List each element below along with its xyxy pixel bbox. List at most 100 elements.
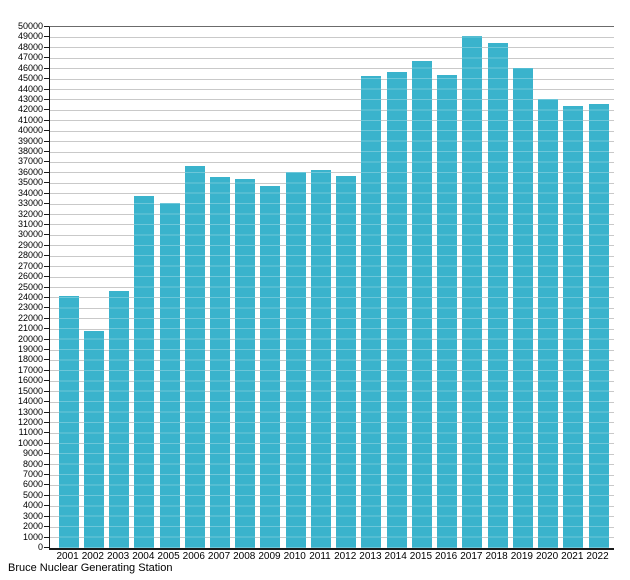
gridline [50,109,614,111]
bar-2002 [83,331,104,548]
gridline [50,224,614,226]
gridline [50,214,614,216]
y-tick-label: 47000 [17,52,43,63]
y-tick-label: 14000 [17,396,43,407]
gridline [50,287,614,288]
bar-slot [132,27,157,548]
y-tick [44,307,49,309]
y-tick-label: 34000 [17,187,43,198]
y-tick-label: 4000 [22,500,43,511]
gridline [50,318,614,320]
gridline [50,339,614,341]
bar-2019 [512,67,533,548]
gridline [50,401,614,403]
bar-2020 [538,98,559,548]
bar-2001 [58,295,79,548]
bar-slot [106,27,131,548]
y-tick [44,213,49,215]
bar-2021 [563,106,584,548]
gridline [50,276,614,278]
gridline [50,495,614,497]
gridline [50,474,614,476]
y-tick [44,432,49,434]
y-tick-label: 49000 [17,31,43,42]
bar-slot [157,27,182,548]
gridline [50,370,614,372]
gridline [50,141,614,143]
y-tick [44,234,49,236]
bar-2005 [159,203,180,548]
y-tick-label: 44000 [17,83,43,94]
x-tick-label: 2014 [384,551,407,562]
x-tick-label: 2005 [157,551,180,562]
y-tick [44,78,49,80]
y-tick-label: 28000 [17,250,43,261]
bar-2010 [285,171,306,548]
y-tick-label: 22000 [17,312,43,323]
gridline [50,453,614,455]
y-tick [44,536,49,538]
y-tick-label: 39000 [17,135,43,146]
y-tick-label: 2000 [22,521,43,532]
y-tick [44,442,49,444]
y-tick [44,349,49,351]
gridline [50,78,614,80]
y-tick [44,421,49,423]
bar-2009 [260,186,281,548]
bar-slot [258,27,283,548]
y-tick [44,119,49,121]
y-tick-label: 41000 [17,114,43,125]
y-tick [44,338,49,340]
gridline [50,161,614,163]
gridline [50,537,614,539]
gridline [50,266,614,268]
y-tick [44,515,49,517]
y-tick-label: 40000 [17,125,43,136]
gridline [50,245,614,247]
y-tick-label: 7000 [22,469,43,480]
y-tick [44,161,49,163]
bar-2007 [210,177,231,548]
y-tick-label: 8000 [22,458,43,469]
bar-slot [283,27,308,548]
gridline [50,151,614,153]
y-tick [44,547,49,548]
gridline [50,47,614,49]
y-tick-label: 30000 [17,229,43,240]
bar-slot [485,27,510,548]
y-tick [44,411,49,413]
bar-slot [535,27,560,548]
y-tick [44,463,49,465]
y-tick-label: 5000 [22,489,43,500]
x-tick-label: 2002 [81,551,104,562]
y-tick-label: 0 [37,542,43,552]
y-tick [44,109,49,111]
gridline [50,443,614,445]
x-tick-label: 2004 [132,551,155,562]
bar-2003 [109,290,130,548]
x-tick-label: 2019 [510,551,533,562]
x-axis-labels: 2001 2002 2003 2004 2005 2006 2007 2008 2009 2010… [49,551,613,562]
y-tick [44,380,49,382]
plot-area [49,26,614,550]
y-tick [44,223,49,225]
gridlines [50,27,614,548]
gridline [50,36,614,38]
x-tick-label: 2013 [359,551,382,562]
gridline [50,172,614,174]
y-tick [44,390,49,392]
gridline [50,57,614,59]
gridline [50,484,614,486]
gridline [50,203,614,205]
gridline [50,380,614,382]
gridline [50,526,614,528]
gridline [50,182,614,184]
bars-row [50,27,614,548]
gridline [50,432,614,434]
y-tick-label: 6000 [22,479,43,490]
y-tick-label: 11000 [18,427,43,438]
y-tick [44,130,49,132]
y-tick-label: 48000 [17,41,43,52]
gridline [50,297,614,299]
